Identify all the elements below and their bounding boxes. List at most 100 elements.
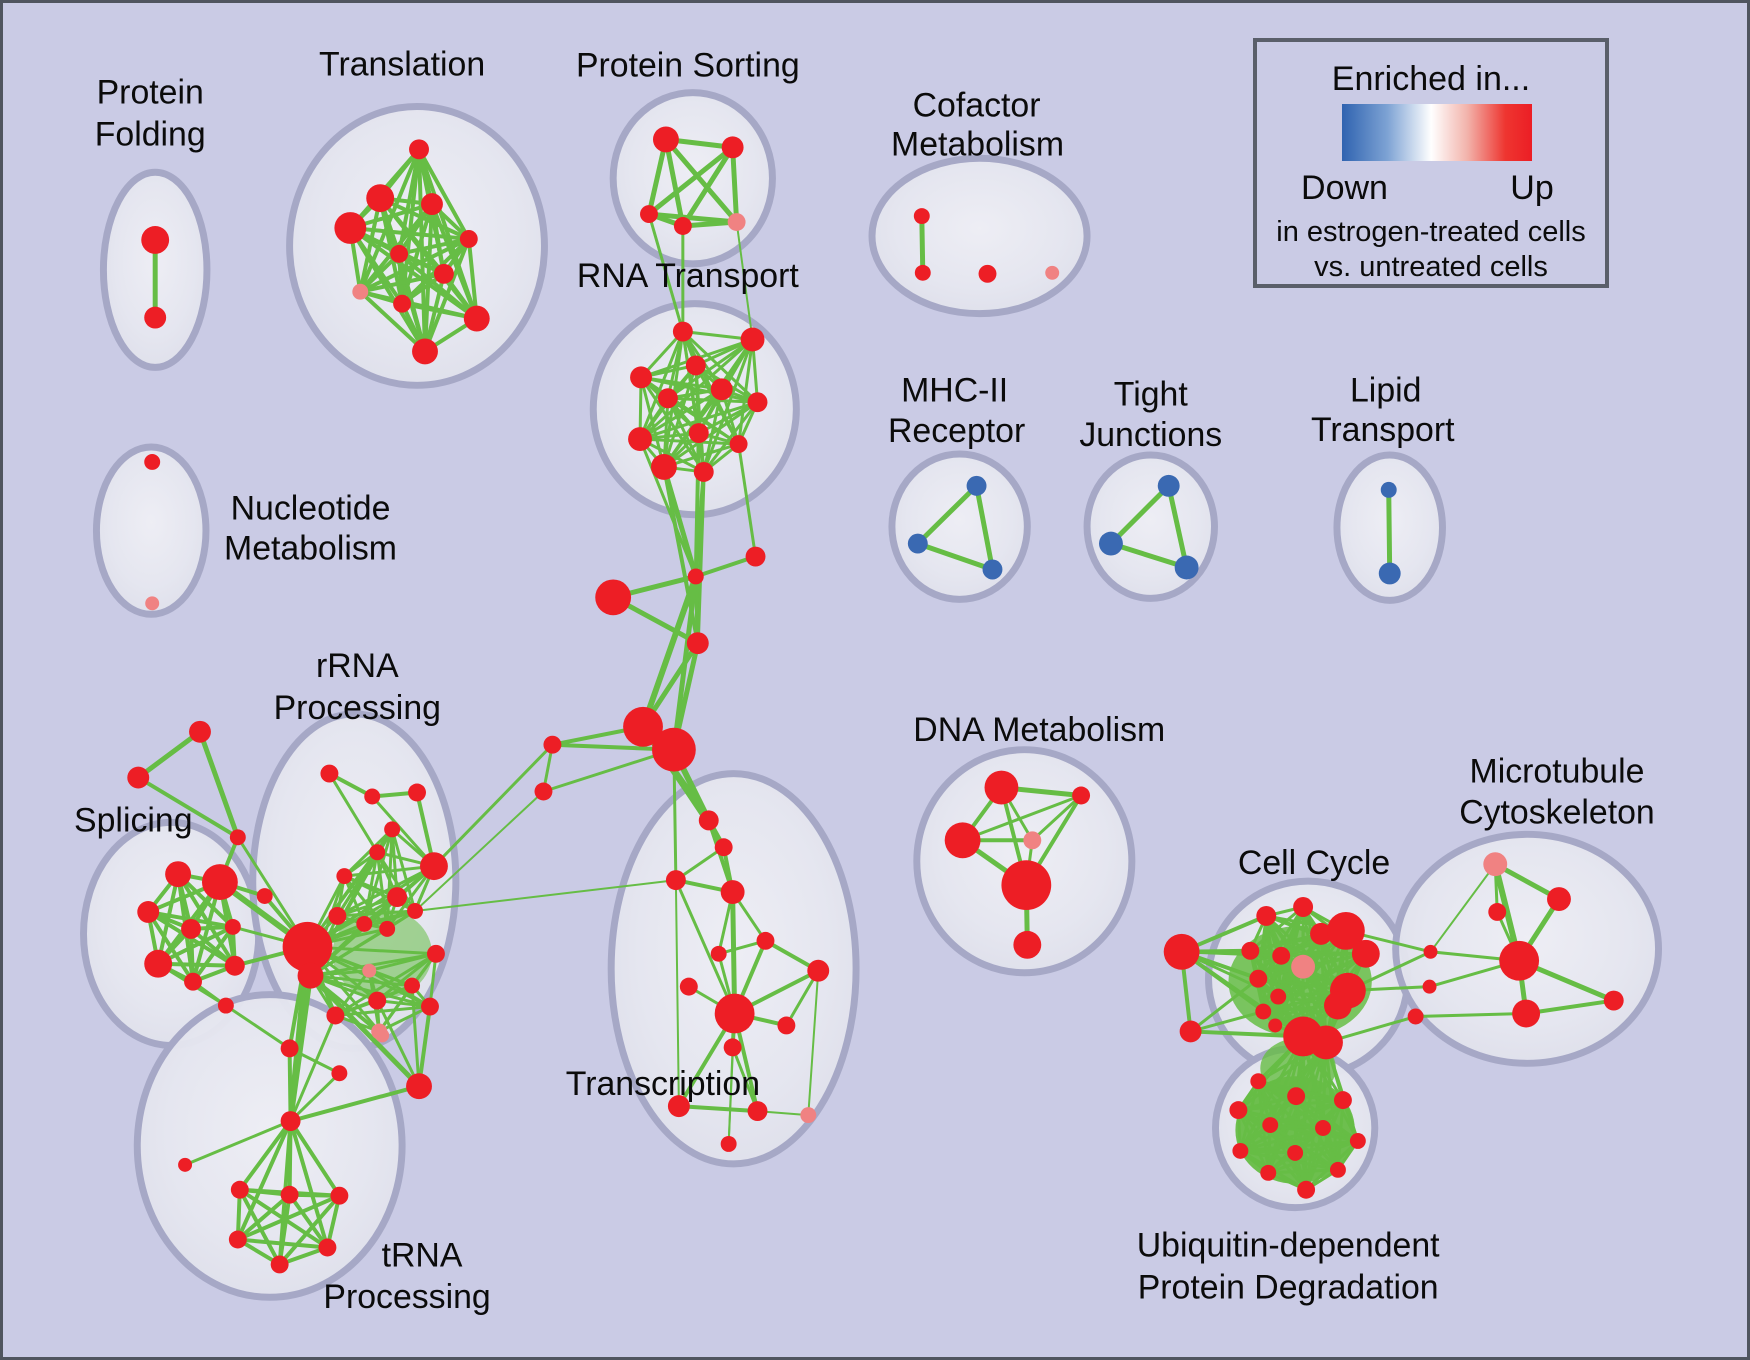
network-node (745, 546, 766, 567)
network-node (747, 1101, 768, 1122)
network-node (913, 208, 930, 225)
network-edge (367, 952, 438, 973)
network-node (318, 1238, 337, 1257)
network-edge (662, 442, 741, 469)
network-node (230, 1180, 249, 1199)
network-node (1270, 988, 1287, 1005)
network-node (1407, 1008, 1424, 1025)
network-node (982, 559, 1003, 580)
network-edge (639, 375, 760, 404)
network-node (800, 1107, 817, 1124)
network-edge (309, 974, 432, 1009)
network-edge (414, 790, 545, 912)
network-node (807, 959, 830, 982)
network-node (657, 388, 678, 409)
network-node (421, 997, 439, 1016)
network-node (1423, 944, 1438, 959)
network-node (1262, 1117, 1279, 1133)
network-node (1157, 474, 1180, 497)
network-edge (680, 144, 736, 229)
network-edge (358, 196, 383, 294)
network-node (1483, 852, 1508, 877)
legend-box: Enriched in... Down Up in estrogen-treat… (1253, 38, 1609, 288)
network-node (1315, 1120, 1331, 1136)
network-node (672, 321, 693, 342)
network-node (966, 475, 987, 496)
network-node (720, 880, 745, 905)
network-node (1333, 1091, 1352, 1110)
network-node (420, 852, 448, 881)
network-node (978, 264, 997, 283)
network-edge (1189, 1010, 1265, 1033)
network-node (534, 782, 553, 801)
network-node (352, 283, 369, 300)
legend-caption-line2: vs. untreated cells (1314, 251, 1548, 283)
network-edge (308, 973, 422, 1089)
network-edge (288, 1119, 330, 1250)
network-edge (1238, 1126, 1325, 1153)
network-node (1099, 531, 1123, 556)
network-edge (663, 136, 686, 229)
cluster-label: Processing (323, 1278, 490, 1316)
cluster-label: Protein Degradation (1138, 1268, 1439, 1306)
network-edge (335, 864, 436, 918)
network-edge (1268, 1123, 1340, 1172)
cluster-label: Transport (1311, 411, 1455, 449)
network-edge (224, 1004, 292, 1050)
network-node (1174, 555, 1199, 580)
network-edge (1030, 793, 1083, 842)
network-node (336, 868, 353, 885)
network-edge (666, 338, 755, 400)
network-edge (417, 1004, 432, 1089)
network-node (630, 366, 652, 389)
network-node (270, 1255, 289, 1274)
network-node (1260, 1164, 1277, 1181)
network-edge (423, 271, 446, 354)
network-edge (146, 909, 196, 984)
network-edge (375, 952, 438, 1003)
network-edge (237, 1119, 293, 1192)
network-node (181, 918, 201, 939)
network-node (685, 355, 706, 376)
network-edge (663, 136, 740, 225)
network-node (698, 810, 719, 831)
network-node (137, 901, 160, 923)
network-edge (1238, 1139, 1360, 1153)
network-edge (429, 202, 446, 276)
network-node (375, 1028, 390, 1043)
network-node (1232, 1142, 1249, 1159)
network-edge (367, 969, 432, 1009)
network-edge (385, 827, 394, 931)
network-edge (1248, 905, 1305, 953)
network-node (1179, 1020, 1202, 1043)
legend-gradient-bar (1342, 104, 1532, 161)
network-node (387, 887, 408, 907)
network-edge (646, 144, 736, 217)
network-node (1310, 922, 1332, 945)
network-node (229, 829, 246, 846)
network-edge (730, 889, 738, 1017)
network-node (740, 327, 765, 352)
cluster-label: tRNA (382, 1236, 463, 1274)
network-edge (735, 221, 754, 341)
network-edge (541, 748, 676, 793)
network-node (1241, 941, 1260, 960)
network-edge (287, 1046, 293, 1124)
network-node (1229, 1101, 1248, 1120)
network-node (1013, 930, 1042, 959)
cluster-label: Metabolism (891, 125, 1064, 163)
network-node (165, 861, 192, 888)
network-edge (1279, 952, 1368, 958)
network-edge (390, 827, 417, 913)
cluster-label: Protein Sorting (576, 47, 800, 85)
network-node (407, 903, 424, 919)
network-edge (693, 431, 701, 579)
network-node (409, 139, 429, 160)
network-node (280, 1111, 301, 1132)
network-edge (377, 984, 414, 1033)
network-edge (639, 375, 706, 474)
cluster-label: Transcription (566, 1065, 760, 1103)
cluster-label: MHC-II (901, 371, 1008, 409)
network-edge (417, 147, 471, 241)
